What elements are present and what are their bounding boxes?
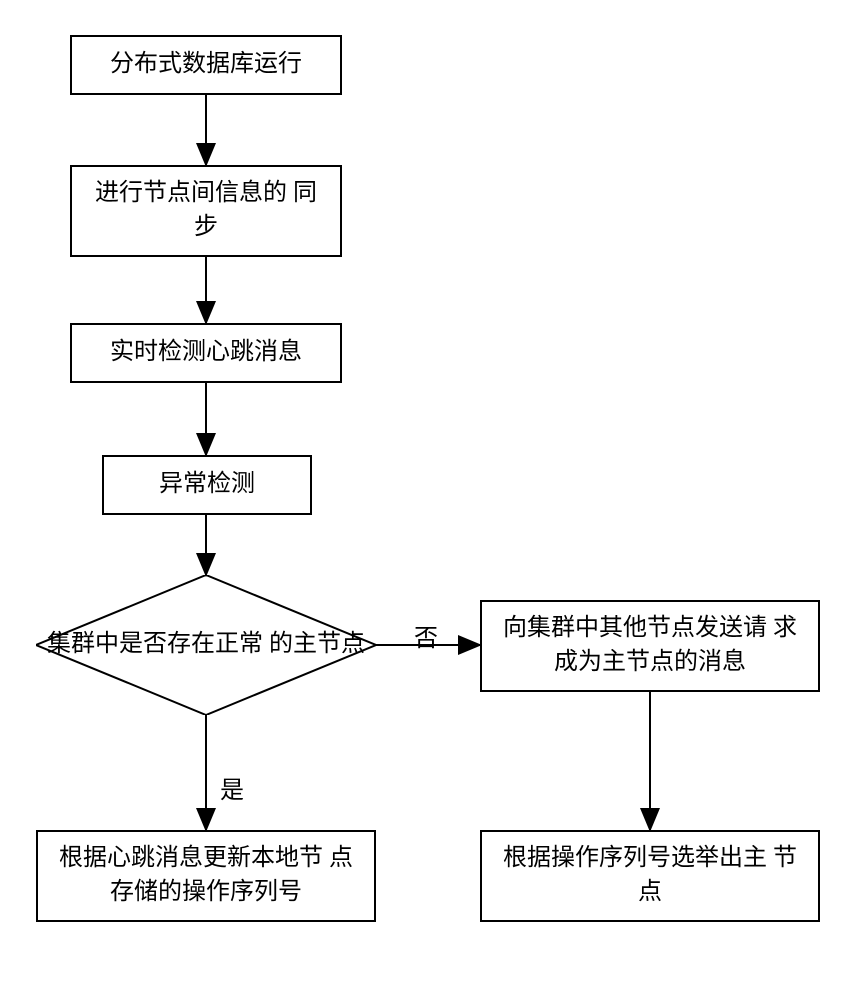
node-label: 实时检测心跳消息 (110, 336, 302, 370)
node-n3: 实时检测心跳消息 (70, 323, 342, 383)
node-label: 异常检测 (159, 468, 255, 502)
node-label: 集群中是否存在正常 的主节点 (47, 628, 365, 662)
node-n1: 分布式数据库运行 (70, 35, 342, 95)
node-n6: 向集群中其他节点发送请 求成为主节点的消息 (480, 600, 820, 692)
node-n4: 异常检测 (102, 455, 312, 515)
node-label: 根据心跳消息更新本地节 点存储的操作序列号 (50, 842, 362, 909)
edge-label-yes: 是 (220, 770, 244, 805)
node-label: 进行节点间信息的 同步 (84, 177, 328, 244)
node-n2: 进行节点间信息的 同步 (70, 165, 342, 257)
decision-d1: 集群中是否存在正常 的主节点 (36, 575, 376, 715)
node-label: 向集群中其他节点发送请 求成为主节点的消息 (494, 612, 806, 679)
node-n7: 根据操作序列号选举出主 节点 (480, 830, 820, 922)
node-label: 分布式数据库运行 (110, 48, 302, 82)
node-label: 根据操作序列号选举出主 节点 (494, 842, 806, 909)
node-n5: 根据心跳消息更新本地节 点存储的操作序列号 (36, 830, 376, 922)
edge-label-no: 否 (414, 618, 438, 653)
